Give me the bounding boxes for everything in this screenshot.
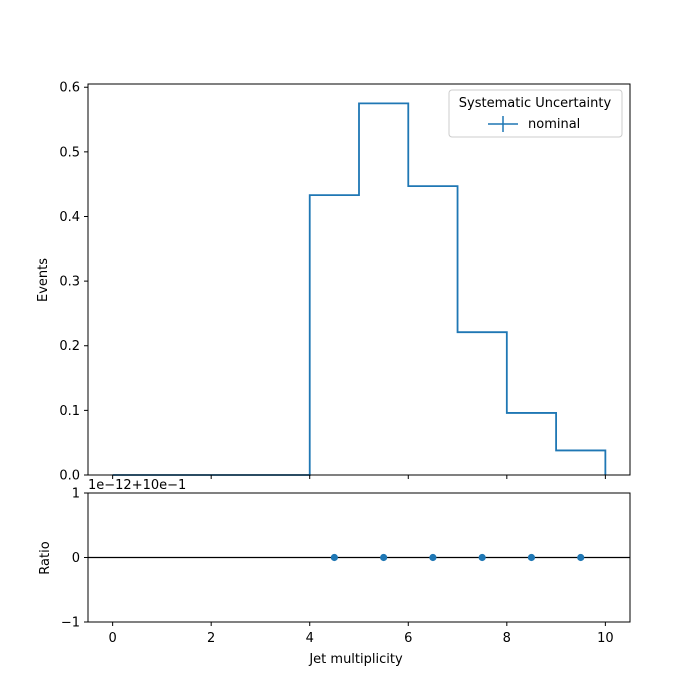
y-tick-label: 0.4 — [59, 210, 80, 225]
events-y-axis: 0.0 0.1 0.2 0.3 0.4 0.5 0.6 — [59, 81, 88, 484]
x-tick-label: 8 — [503, 631, 511, 646]
events-x-axis — [112, 475, 606, 479]
ratio-x-axis: 0 2 4 6 8 10 — [108, 622, 614, 646]
ratio-point — [330, 553, 338, 562]
ratio-y-axis: −1 0 1 — [61, 487, 88, 631]
y-tick-label: 0.2 — [59, 339, 80, 354]
x-axis-label: Jet multiplicity — [308, 652, 403, 667]
ratio-y-axis-label: Ratio — [38, 541, 53, 574]
y-tick-label: 1 — [72, 487, 80, 502]
ratio-point — [577, 553, 585, 562]
ratio-point — [380, 553, 388, 562]
x-tick-label: 10 — [597, 631, 614, 646]
ratio-panel: −1 0 1 0 2 4 6 8 10 1e−12+10e−1 Ratio Jet multi… — [38, 478, 631, 667]
y-tick-label: 0 — [72, 551, 80, 566]
legend: Systematic Uncertainty nominal — [448, 89, 623, 138]
legend-title: Systematic Uncertainty — [459, 96, 612, 111]
y-tick-label: −1 — [61, 616, 80, 631]
ratio-point — [429, 553, 437, 562]
y-tick-label: 0.1 — [59, 404, 80, 419]
ratio-point — [527, 553, 536, 562]
y-tick-label: 0.0 — [59, 469, 80, 484]
x-tick-label: 2 — [207, 631, 215, 646]
y-tick-label: 0.6 — [59, 81, 80, 96]
x-tick-label: 6 — [404, 631, 412, 646]
x-tick-label: 0 — [108, 631, 116, 646]
ratio-offset-text: 1e−12+10e−1 — [88, 478, 186, 493]
ratio-point — [478, 553, 486, 562]
ratio-plot-frame — [87, 492, 631, 623]
events-panel: 0.0 0.1 0.2 0.3 0.4 0.5 0.6 Events Systematic … — [36, 81, 631, 484]
ratio-series — [330, 553, 585, 562]
x-tick-label: 4 — [306, 631, 314, 646]
y-tick-label: 0.5 — [59, 145, 80, 160]
legend-entry-nominal: nominal — [528, 117, 580, 132]
events-plot-frame — [87, 83, 631, 476]
y-tick-label: 0.3 — [59, 275, 80, 290]
legend-nominal-marker — [488, 116, 518, 132]
events-y-axis-label: Events — [36, 258, 51, 302]
legend-box — [448, 89, 623, 138]
